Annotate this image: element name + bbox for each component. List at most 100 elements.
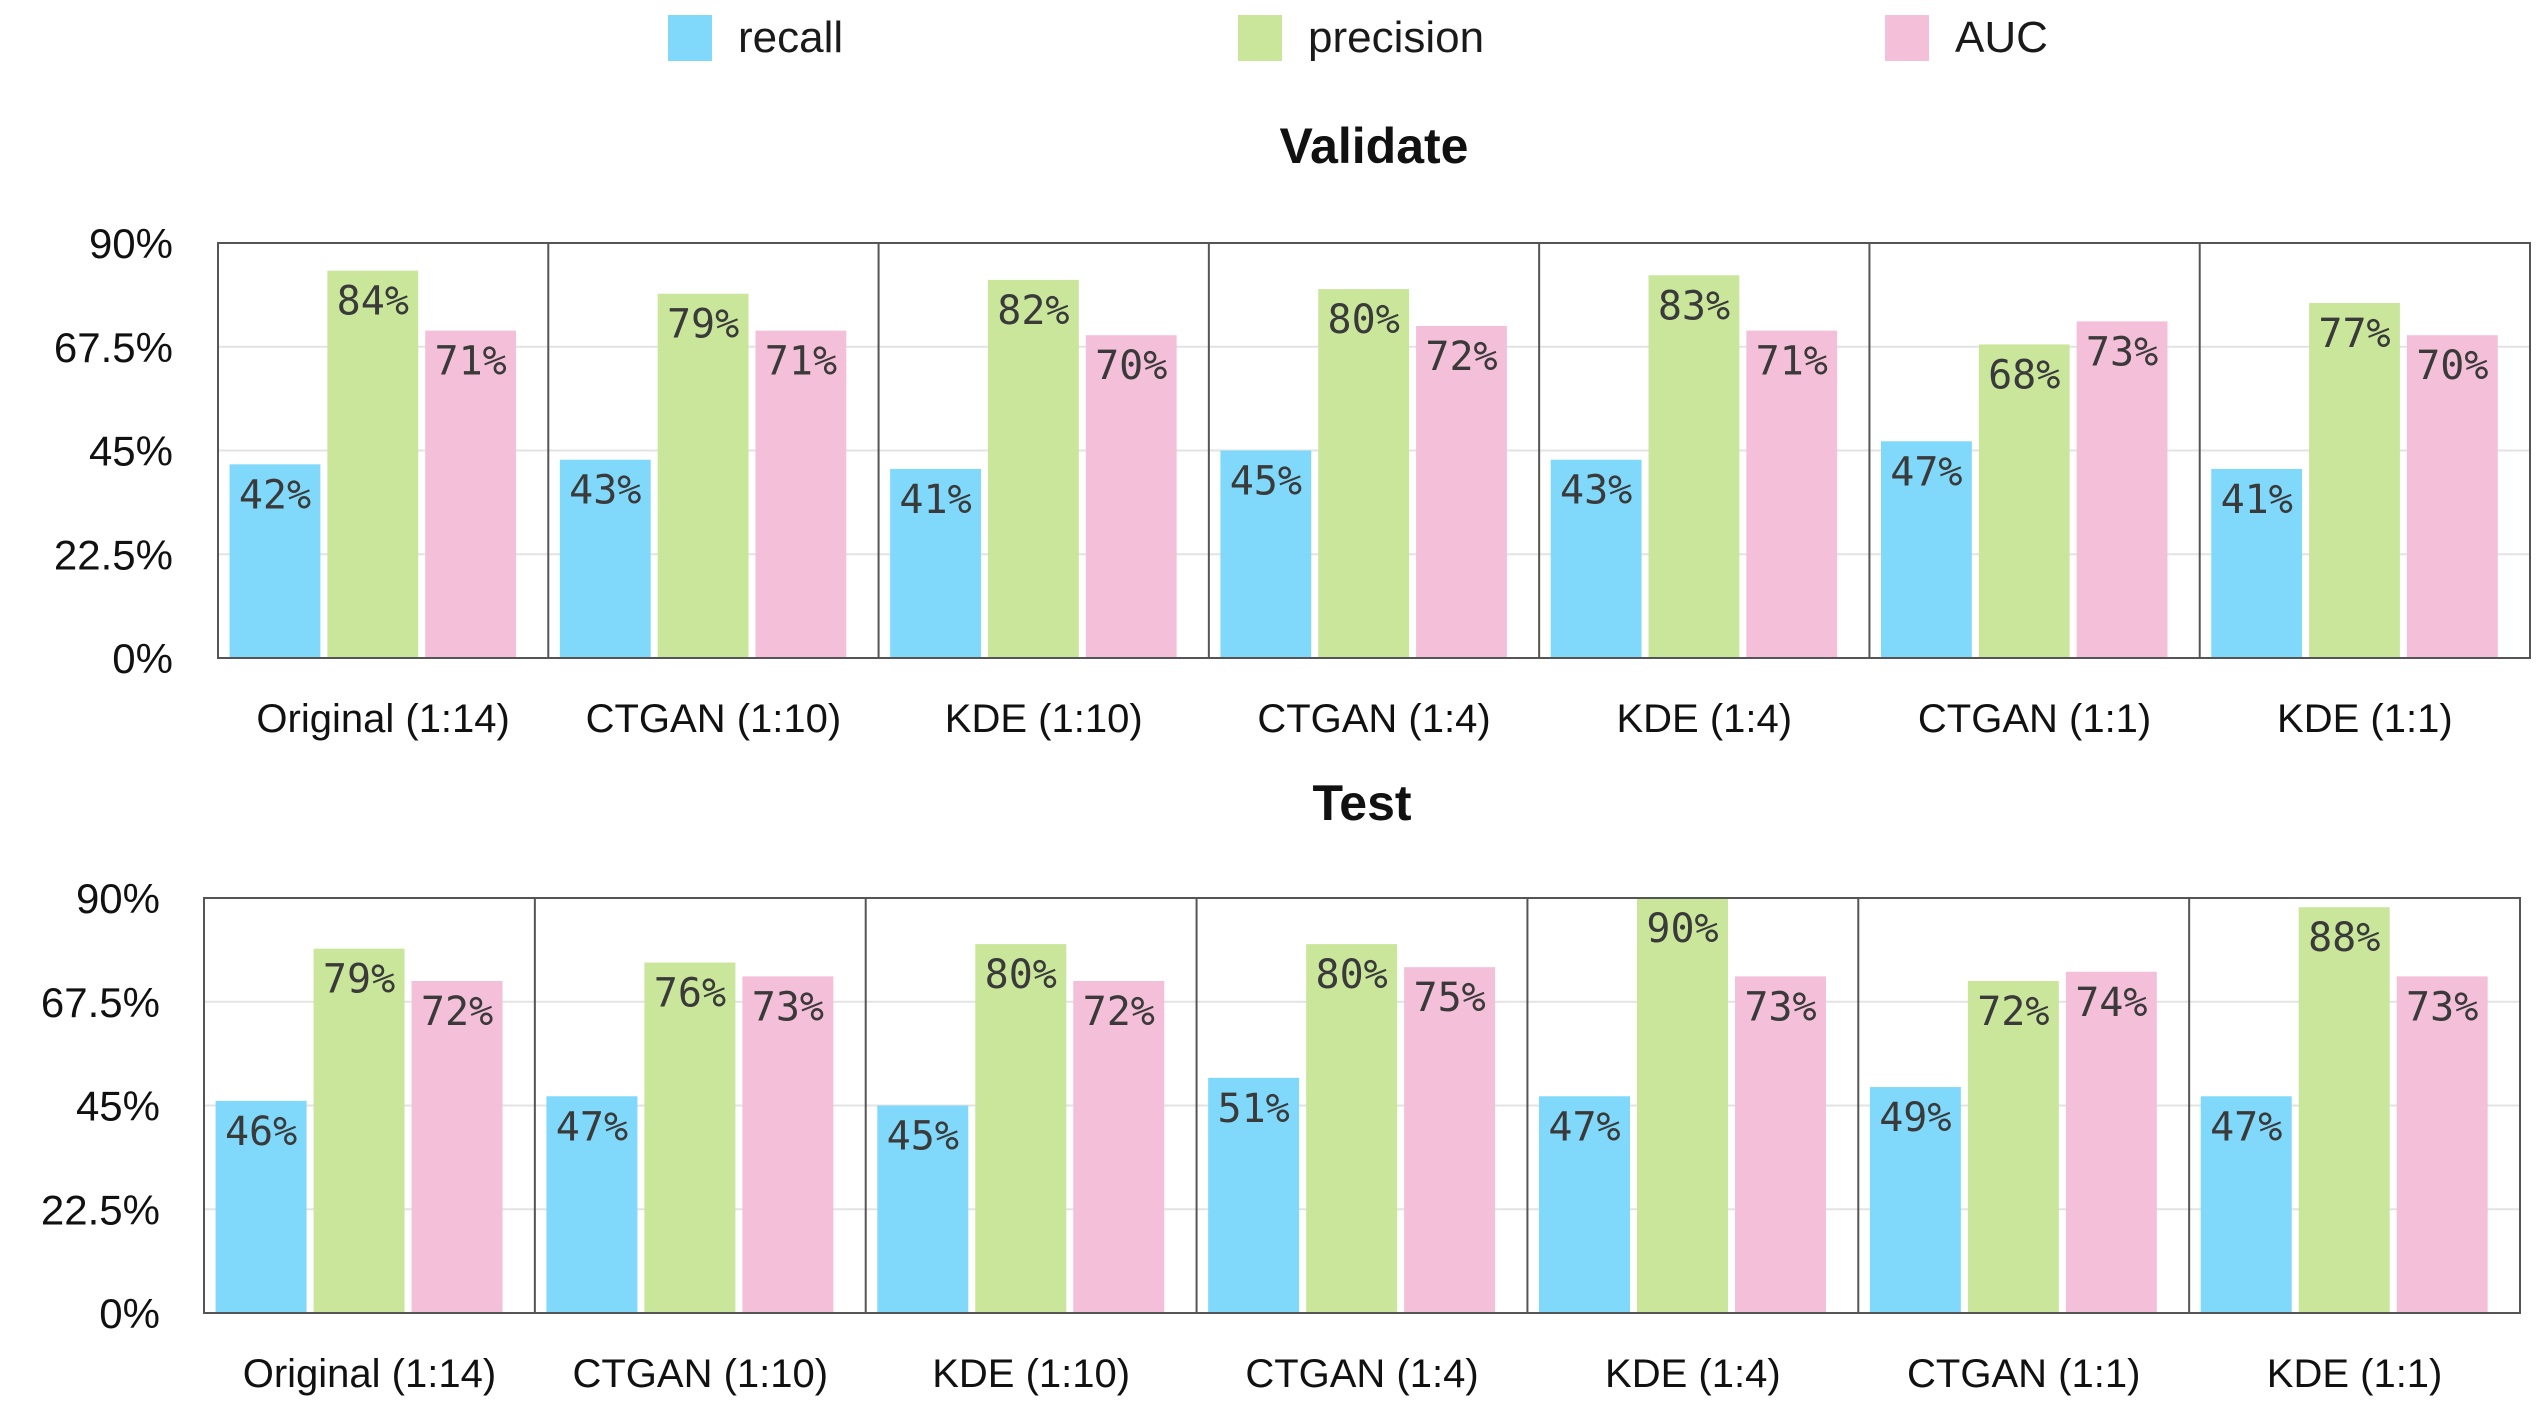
panel-validate-bar-recall [890, 468, 981, 658]
panel-validate-xtick-label: KDE (1:4) [1616, 697, 1792, 741]
panel-validate-data-label-auc: 71% [1756, 339, 1828, 385]
panel-test-data-label-recall: 45% [887, 1114, 959, 1160]
panel-validate-data-label-recall: 41% [2221, 477, 2293, 523]
panel-test-bar-recall [215, 1100, 307, 1313]
legend-swatch-precision [1238, 15, 1282, 61]
panel-test-data-label-precision: 76% [654, 971, 726, 1017]
panel-validate-data-label-precision: 79% [667, 302, 739, 348]
panel-validate-data-label-precision: 84% [337, 279, 409, 325]
panel-validate-bar-auc [425, 330, 517, 658]
panel-validate-bar-precision [1318, 289, 1410, 658]
panel-validate-bar-precision [657, 293, 749, 658]
panel-test-xtick-label: KDE (1:10) [932, 1352, 1130, 1396]
panel-test-title: Test [1312, 775, 1411, 831]
panel-test-data-label-recall: 46% [225, 1109, 297, 1155]
panel-test-bar-precision [644, 962, 736, 1313]
panel-test-bar-auc [2065, 971, 2157, 1313]
panel-validate-ytick-label: 90% [89, 220, 173, 267]
panel-test-ytick-label: 67.5% [41, 979, 160, 1026]
panel-test-bar-auc [1404, 967, 1496, 1313]
panel-validate-bar-auc [1085, 335, 1177, 658]
panel-test-ytick-label: 0% [99, 1290, 160, 1337]
panel-test-xtick-label: CTGAN (1:1) [1907, 1352, 2140, 1396]
panel-validate-data-label-recall: 43% [1560, 468, 1632, 514]
panel-validate-bar-recall [1550, 459, 1642, 658]
panel-test-bar-precision [1967, 981, 2059, 1313]
panel-validate-bar-auc [2076, 321, 2168, 658]
panel-validate-data-label-auc: 71% [435, 339, 507, 385]
panel-validate-title: Validate [1280, 118, 1469, 174]
panel-validate-ytick-label: 0% [112, 635, 173, 682]
panel-test-data-label-recall: 51% [1218, 1086, 1290, 1132]
panel-validate-bar-auc [2406, 335, 2498, 658]
panel-validate-data-label-precision: 82% [997, 288, 1069, 334]
panel-test-data-label-auc: 72% [421, 989, 493, 1035]
legend-swatch-auc [1885, 15, 1929, 61]
panel-validate-bar-recall [1880, 441, 1972, 658]
panel-validate-data-label-auc: 70% [1095, 343, 1167, 389]
panel-validate-data-label-auc: 71% [765, 339, 837, 385]
panel-test-data-label-precision: 72% [1977, 989, 2049, 1035]
panel-test-data-label-recall: 47% [1548, 1104, 1620, 1150]
panel-validate-data-label-auc: 73% [2086, 329, 2158, 375]
panel-test-xtick-label: CTGAN (1:10) [572, 1352, 828, 1396]
panel-validate-data-label-recall: 45% [1230, 459, 1302, 505]
panel-test-bar-recall [2200, 1096, 2292, 1313]
panel-validate-bar-auc [1746, 330, 1838, 658]
panel-test-ytick-label: 45% [76, 1083, 160, 1130]
panel-validate-bar-auc [755, 330, 847, 658]
panel-validate-data-label-recall: 43% [569, 468, 641, 514]
panel-test-xtick-label: CTGAN (1:4) [1245, 1352, 1478, 1396]
panel-test-data-label-recall: 49% [1879, 1095, 1951, 1141]
panel-validate-xtick-label: CTGAN (1:1) [1918, 697, 2151, 741]
panel-test-data-label-precision: 79% [323, 957, 395, 1003]
panel-test-plot-frame [203, 897, 2521, 1314]
panel-test-bar-recall [546, 1096, 638, 1313]
panel-test-bar-auc [411, 981, 503, 1313]
panel-validate-xtick-label: KDE (1:10) [945, 697, 1143, 741]
panel-validate-data-label-precision: 77% [2318, 311, 2390, 357]
panel-validate-bar-precision [1978, 344, 2070, 658]
panel-test-data-label-auc: 73% [1744, 984, 1816, 1030]
panel-test-data-label-auc: 74% [2075, 980, 2147, 1026]
panel-test-bar-precision [975, 944, 1067, 1313]
panel-validate-data-label-precision: 68% [1988, 352, 2060, 398]
panel-test-bar-auc [1734, 976, 1826, 1313]
panel-validate-bar-recall [1220, 450, 1312, 658]
panel-validate-xtick-label: KDE (1:1) [2277, 697, 2453, 741]
panel-test-data-label-auc: 73% [2406, 984, 2478, 1030]
panel-test-data-label-precision: 80% [985, 952, 1057, 998]
panel-test-data-label-auc: 73% [752, 984, 824, 1030]
panel-test-ytick-label: 90% [76, 875, 160, 922]
panel-test-ytick-label: 22.5% [41, 1186, 160, 1233]
panel-validate-data-label-recall: 42% [239, 472, 311, 518]
panel-validate-bar-auc [1416, 326, 1507, 658]
panel-test-data-label-auc: 75% [1413, 975, 1485, 1021]
panel-validate-bar-recall [2211, 468, 2303, 658]
panel-test-xtick-label: Original (1:14) [243, 1352, 496, 1396]
panel-validate-data-label-recall: 47% [1890, 449, 1962, 495]
panel-validate-ytick-label: 67.5% [54, 324, 173, 371]
panel-validate-data-label-precision: 83% [1658, 283, 1730, 329]
panel-validate-xtick-label: CTGAN (1:4) [1257, 697, 1490, 741]
panel-test-bar-auc [742, 976, 834, 1313]
panel-test-bar-precision [313, 948, 405, 1313]
legend-label-auc: AUC [1955, 13, 2048, 62]
panel-validate-ytick-label: 22.5% [54, 531, 173, 578]
panel-validate-data-label-auc: 70% [2416, 343, 2488, 389]
panel-test-xtick-label: KDE (1:4) [1605, 1352, 1781, 1396]
panel-test-bar-recall [1208, 1077, 1300, 1313]
panel-test-bar-precision [1636, 898, 1728, 1313]
panel-test-bar-auc [1073, 981, 1165, 1313]
panel-validate-bar-precision [1648, 275, 1740, 658]
panel-test-data-label-recall: 47% [2210, 1104, 2282, 1150]
panel-validate-plot-frame [217, 242, 2531, 659]
panel-validate-bar-precision [327, 270, 419, 658]
panel-test-bar-recall [1539, 1096, 1630, 1313]
panel-validate-data-label-recall: 41% [899, 477, 971, 523]
panel-test-data-label-recall: 47% [556, 1104, 628, 1150]
panel-validate-xtick-label: Original (1:14) [256, 697, 509, 741]
legend-label-recall: recall [738, 13, 843, 62]
